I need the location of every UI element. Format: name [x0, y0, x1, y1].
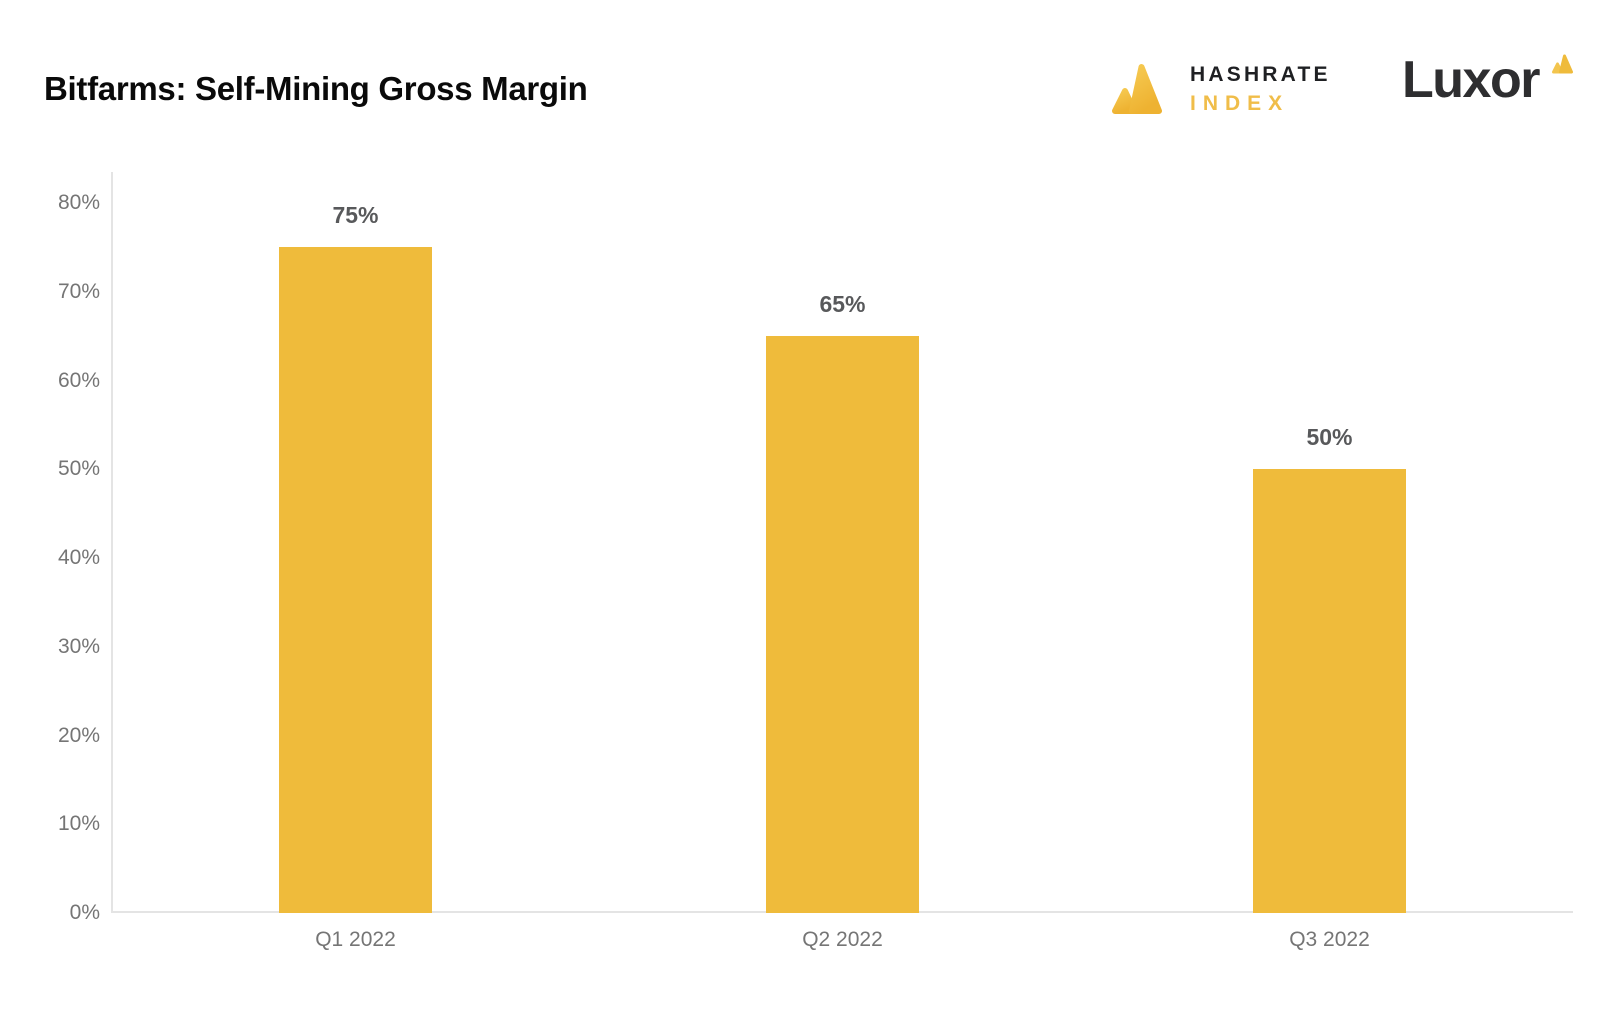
bar-value-label: 65%	[819, 291, 866, 318]
y-axis-line	[111, 172, 113, 913]
bar-value-label: 75%	[332, 202, 379, 229]
y-axis-tick-label: 70%	[57, 279, 100, 303]
bar-q1-2022	[279, 247, 432, 913]
bar-q2-2022	[766, 336, 919, 913]
y-axis-tick-label: 40%	[57, 546, 100, 569]
y-axis-tick-label: 60%	[57, 368, 100, 392]
page-title: Bitfarms: Self-Mining Gross Margin	[44, 70, 588, 108]
y-axis-tick-label: 50%	[57, 457, 100, 481]
y-axis-tick-label: 10%	[57, 812, 100, 836]
x-axis-category-label: Q2 2022	[802, 928, 883, 951]
hashrate-index-icon	[1112, 64, 1162, 114]
x-axis-category-label: Q3 2022	[1289, 928, 1370, 951]
y-axis-tick-label: 30%	[57, 634, 100, 658]
y-axis-tick-label: 0%	[69, 901, 100, 924]
y-axis-tick-label: 80%	[57, 191, 100, 214]
hashrate-index-wordmark: HASHRATE INDEX	[1190, 60, 1331, 118]
y-axis-tick-label: 20%	[57, 723, 100, 747]
index-label: INDEX	[1190, 92, 1290, 115]
luxor-triangle-icon	[1552, 54, 1573, 74]
hashrate-label: HASHRATE	[1190, 63, 1331, 86]
x-axis-category-label: Q1 2022	[315, 928, 396, 951]
bar-q3-2022	[1253, 469, 1406, 913]
bar-value-label: 50%	[1306, 424, 1353, 451]
luxor-wordmark: Luxor	[1402, 51, 1540, 109]
